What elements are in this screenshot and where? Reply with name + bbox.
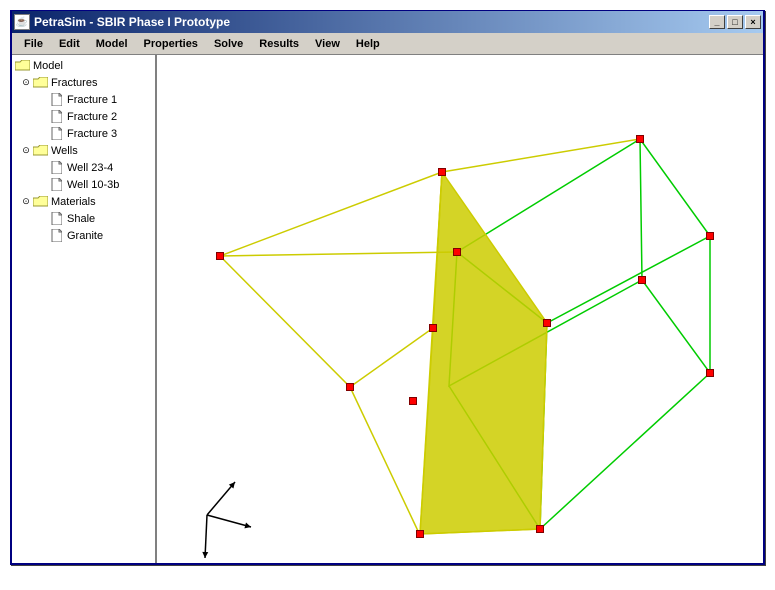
page-icon — [48, 161, 64, 174]
tree-leaf-label: Granite — [67, 230, 103, 242]
menu-solve[interactable]: Solve — [206, 36, 251, 52]
tree-group-materials[interactable]: ⊙ Materials — [14, 193, 153, 210]
collapse-icon[interactable]: ⊙ — [20, 77, 32, 88]
menu-edit[interactable]: Edit — [51, 36, 88, 52]
tree-group-label: Materials — [51, 196, 96, 208]
content-area: Model ⊙ Fractures Fracture 1 Fracture — [12, 55, 763, 563]
tree-leaf-fracture-1[interactable]: Fracture 1 — [14, 91, 153, 108]
folder-icon — [32, 144, 48, 157]
tree-group-label: Wells — [51, 145, 78, 157]
minimize-button[interactable]: _ — [709, 15, 725, 29]
tree-leaf-label: Fracture 1 — [67, 94, 117, 106]
menubar: File Edit Model Properties Solve Results… — [12, 33, 763, 55]
maximize-button[interactable]: □ — [727, 15, 743, 29]
menu-model[interactable]: Model — [88, 36, 136, 52]
menu-results[interactable]: Results — [251, 36, 307, 52]
tree-leaf-label: Shale — [67, 213, 95, 225]
menu-help[interactable]: Help — [348, 36, 388, 52]
3d-viewport[interactable] — [157, 55, 763, 563]
tree-leaf-fracture-3[interactable]: Fracture 3 — [14, 125, 153, 142]
tree-leaf-label: Fracture 2 — [67, 111, 117, 123]
tree-leaf-well-10-3b[interactable]: Well 10-3b — [14, 176, 153, 193]
page-icon — [48, 110, 64, 123]
collapse-icon[interactable]: ⊙ — [20, 145, 32, 156]
window-controls: _ □ × — [707, 15, 761, 29]
page-icon — [48, 93, 64, 106]
folder-icon — [14, 59, 30, 72]
tree-leaf-fracture-2[interactable]: Fracture 2 — [14, 108, 153, 125]
menu-view[interactable]: View — [307, 36, 348, 52]
window-title: PetraSim - SBIR Phase I Prototype — [34, 15, 707, 29]
model-tree[interactable]: Model ⊙ Fractures Fracture 1 Fracture — [12, 55, 157, 563]
folder-icon — [32, 76, 48, 89]
tree-leaf-well-23-4[interactable]: Well 23-4 — [14, 159, 153, 176]
titlebar[interactable]: ☕ PetraSim - SBIR Phase I Prototype _ □ … — [12, 11, 763, 33]
collapse-icon[interactable]: ⊙ — [20, 196, 32, 207]
tree-leaf-shale[interactable]: Shale — [14, 210, 153, 227]
tree-group-wells[interactable]: ⊙ Wells — [14, 142, 153, 159]
menu-properties[interactable]: Properties — [136, 36, 206, 52]
tree-root[interactable]: Model — [14, 57, 153, 74]
tree-root-label: Model — [33, 60, 63, 72]
tree-leaf-label: Fracture 3 — [67, 128, 117, 140]
page-icon — [48, 212, 64, 225]
page-icon — [48, 229, 64, 242]
page-icon — [48, 178, 64, 191]
app-window: ☕ PetraSim - SBIR Phase I Prototype _ □ … — [10, 10, 765, 565]
page-icon — [48, 127, 64, 140]
tree-leaf-granite[interactable]: Granite — [14, 227, 153, 244]
close-button[interactable]: × — [745, 15, 761, 29]
tree-group-label: Fractures — [51, 77, 97, 89]
tree-group-fractures[interactable]: ⊙ Fractures — [14, 74, 153, 91]
folder-icon — [32, 195, 48, 208]
menu-file[interactable]: File — [16, 36, 51, 52]
tree-leaf-label: Well 10-3b — [67, 179, 119, 191]
3d-scene — [157, 55, 763, 563]
tree-leaf-label: Well 23-4 — [67, 162, 113, 174]
app-icon: ☕ — [14, 14, 30, 30]
